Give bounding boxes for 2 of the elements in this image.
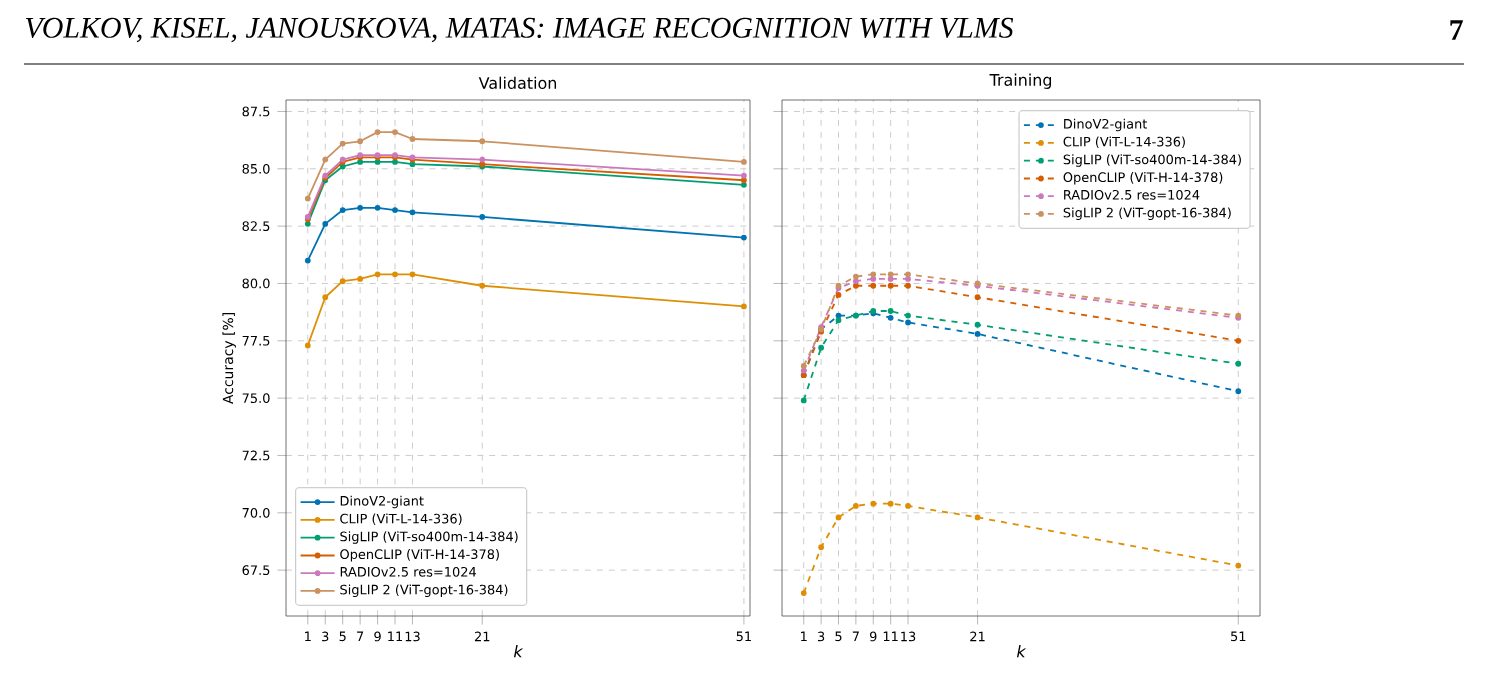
text: 7 [1450,20,1463,40]
text: VOLKOV, KISEL, JANOUSKOVA, MATAS: IMAGE RECOGNITION WITH VLMS [25,17,1014,43]
